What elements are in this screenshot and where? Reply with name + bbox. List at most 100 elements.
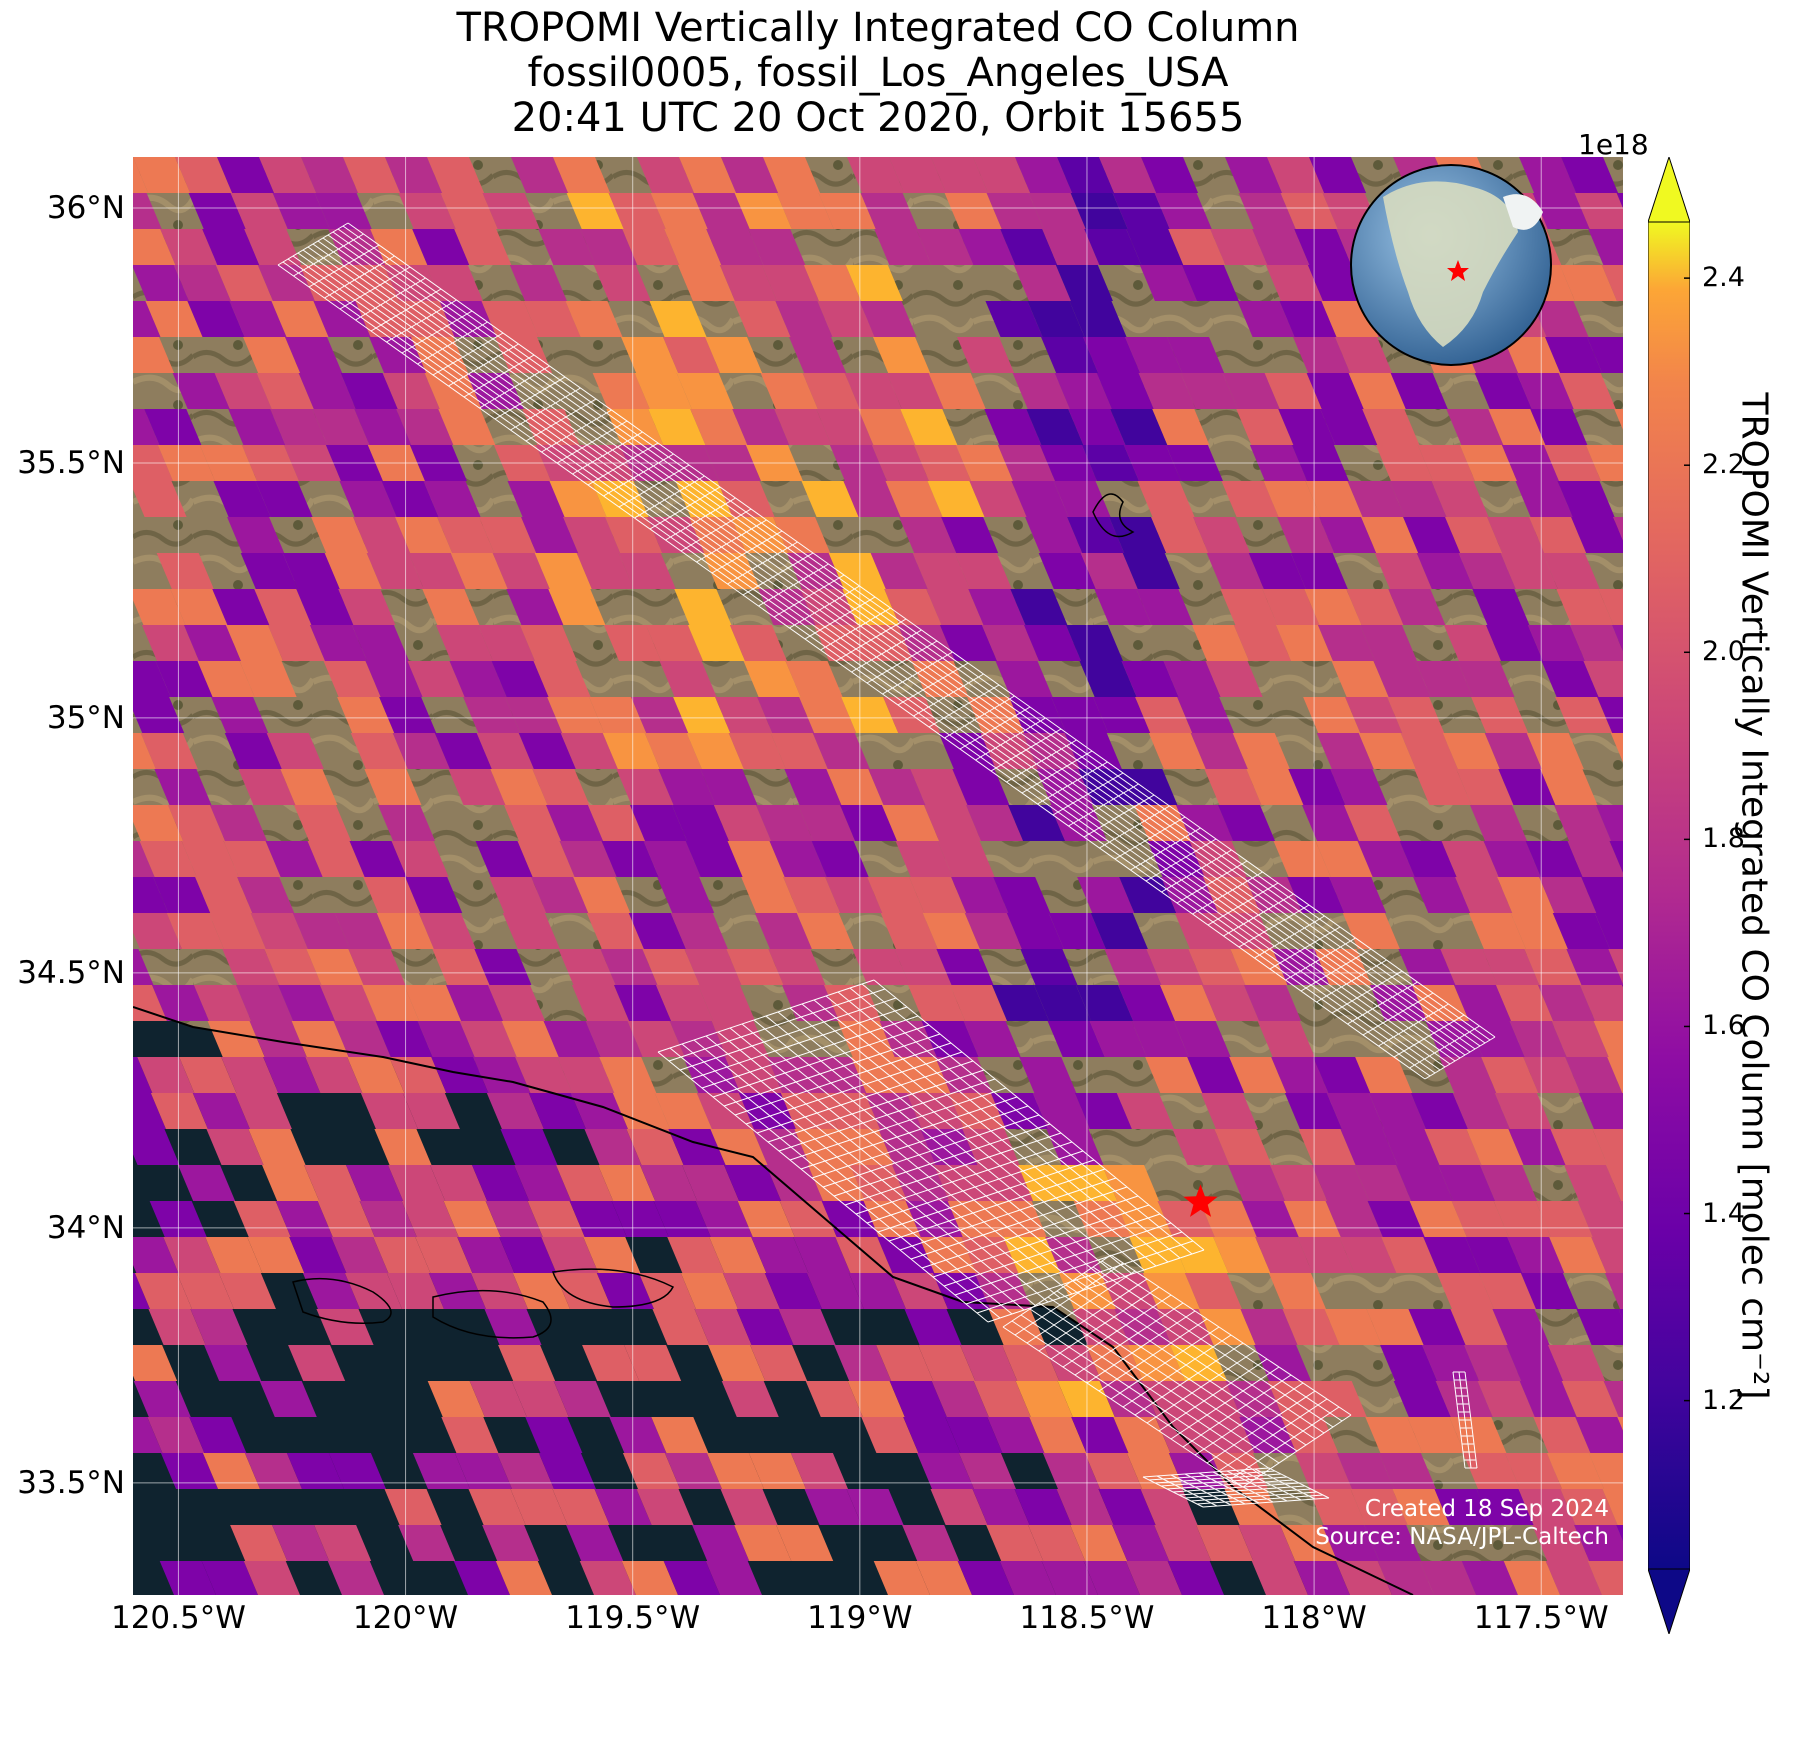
co-pixel [489, 877, 547, 913]
co-pixel [189, 1417, 247, 1453]
co-pixel [133, 157, 149, 193]
co-pixel [1423, 1237, 1481, 1273]
co-pixel [437, 517, 495, 553]
footprint-line [1207, 882, 1279, 926]
co-pixel [1335, 1561, 1392, 1595]
co-pixel [532, 769, 590, 805]
co-pixel [1616, 193, 1623, 209]
footprint-line [1172, 1482, 1300, 1493]
co-pixel [1485, 625, 1544, 661]
co-pixel [439, 301, 497, 337]
co-pixel [1324, 1309, 1382, 1345]
co-pixel [167, 805, 226, 841]
co-pixel [657, 877, 715, 913]
co-pixel [1556, 589, 1614, 625]
co-pixel [586, 913, 644, 949]
co-pixel [912, 553, 970, 589]
co-pixel [904, 1309, 962, 1345]
co-pixel [133, 409, 160, 445]
footprint-line [778, 1078, 996, 1152]
co-pixel [642, 949, 700, 985]
co-pixel [1603, 1381, 1623, 1417]
co-pixel [1533, 1417, 1591, 1453]
footprint-line [789, 585, 860, 629]
co-pixel [531, 877, 589, 913]
lon-tick-label: 118.5°W [1019, 1600, 1155, 1636]
co-pixel [751, 1237, 809, 1273]
co-pixel [521, 517, 579, 553]
co-pixel [1561, 1381, 1619, 1417]
co-pixel [313, 301, 371, 337]
co-pixel [190, 1309, 248, 1345]
co-pixel [427, 1381, 485, 1417]
co-pixel [1607, 1057, 1623, 1093]
co-pixel [687, 625, 746, 661]
map-panel[interactable] [133, 157, 1623, 1595]
co-pixel [1252, 229, 1310, 265]
co-pixel [1591, 1237, 1623, 1273]
colorbar-max-extension [1648, 157, 1690, 223]
co-pixel [679, 157, 737, 193]
co-pixel [889, 157, 947, 193]
co-pixel [576, 553, 634, 589]
co-pixel [160, 1453, 219, 1489]
co-pixel [1598, 589, 1623, 625]
footprint-line [910, 1186, 1128, 1260]
co-pixel [255, 481, 313, 517]
co-pixel [1306, 373, 1364, 409]
co-pixel [1527, 625, 1586, 661]
footprint-line [1190, 1491, 1318, 1502]
footprint-line [1316, 959, 1387, 1003]
co-pixel [902, 1525, 960, 1561]
co-pixel [613, 985, 672, 1021]
co-pixel [1322, 1525, 1380, 1561]
co-pixel [781, 985, 840, 1021]
co-pixel [1569, 625, 1623, 661]
co-pixel [425, 265, 483, 301]
co-pixel [1110, 409, 1168, 445]
co-pixel [392, 733, 450, 769]
co-pixel [1500, 553, 1558, 589]
co-pixel [1531, 301, 1589, 337]
co-pixel [309, 625, 368, 661]
co-pixel [1567, 841, 1623, 877]
co-pixel [764, 1273, 822, 1309]
co-pixel [1469, 805, 1528, 841]
co-pixel [1129, 1237, 1187, 1273]
co-pixel [475, 841, 533, 877]
footprint-line [1206, 1390, 1316, 1464]
co-pixel [1238, 1525, 1296, 1561]
co-pixel [881, 805, 940, 841]
co-pixel [495, 1561, 552, 1595]
co-pixel [272, 193, 330, 229]
footprint-line [1130, 827, 1201, 871]
co-pixel [1070, 1525, 1128, 1561]
co-pixel [1345, 697, 1403, 733]
co-pixel [1450, 1309, 1508, 1345]
co-pixel [266, 733, 324, 769]
co-pixel [1387, 697, 1445, 733]
co-pixel [361, 985, 420, 1021]
co-pixel [626, 1129, 684, 1165]
footprint-line [1134, 1342, 1244, 1416]
co-pixel [477, 625, 536, 661]
co-pixel [1581, 877, 1623, 913]
co-pixel [621, 1561, 678, 1595]
co-pixel [288, 1345, 346, 1381]
footprint-line [882, 651, 953, 695]
co-pixel [721, 1381, 779, 1417]
co-pixel [790, 1453, 849, 1489]
co-pixel [935, 1057, 993, 1093]
co-pixel [1272, 949, 1330, 985]
co-pixel [988, 1309, 1046, 1345]
co-pixel [734, 1525, 792, 1561]
footprint-line [293, 233, 364, 277]
co-pixel [239, 661, 297, 697]
co-pixel [1601, 265, 1623, 301]
co-pixel [1553, 805, 1612, 841]
co-pixel [770, 733, 828, 769]
co-pixel [360, 1093, 418, 1129]
co-pixel [670, 913, 728, 949]
co-pixel [1329, 877, 1387, 913]
co-pixel [324, 553, 382, 589]
